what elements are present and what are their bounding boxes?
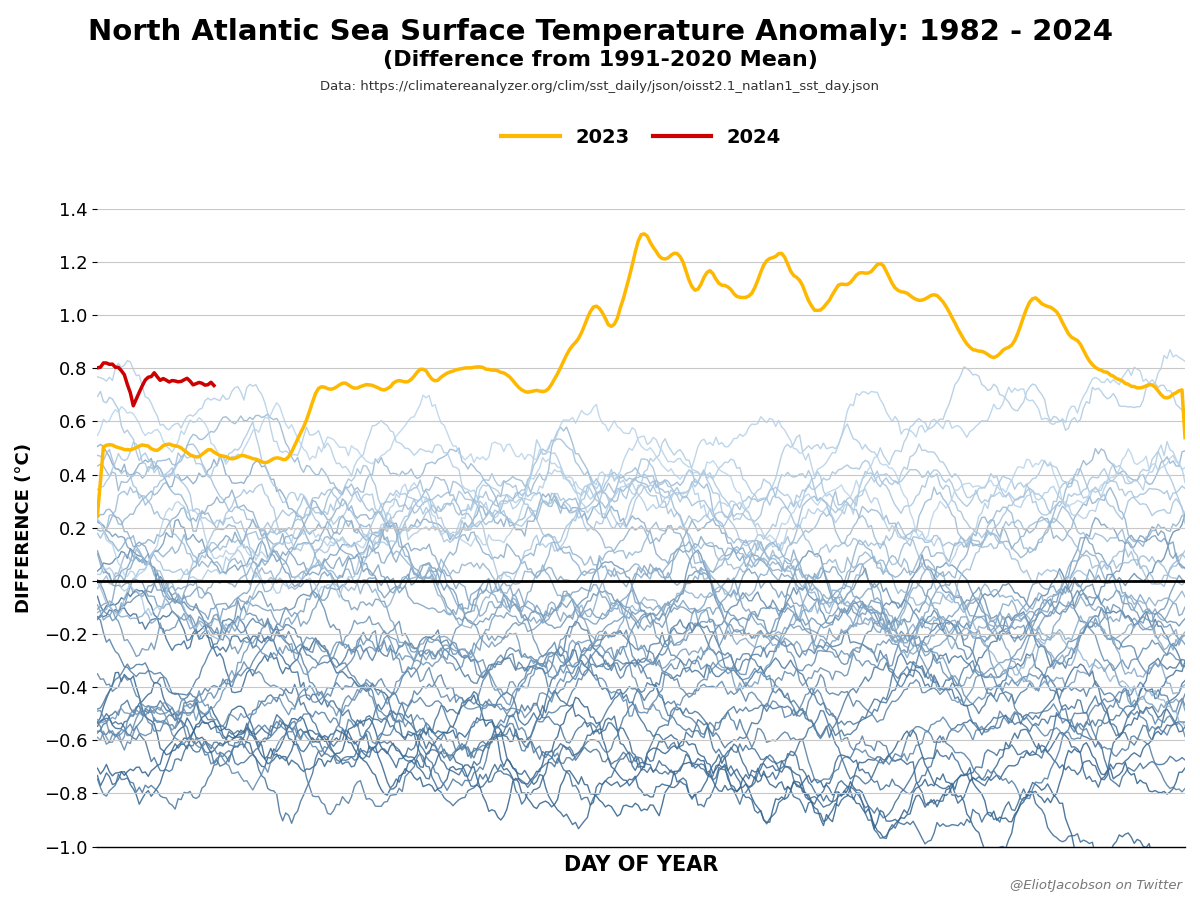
X-axis label: DAY OF YEAR: DAY OF YEAR [564,854,719,874]
Text: (Difference from 1991-2020 Mean): (Difference from 1991-2020 Mean) [383,50,817,70]
Text: North Atlantic Sea Surface Temperature Anomaly: 1982 - 2024: North Atlantic Sea Surface Temperature A… [88,18,1112,46]
Text: @EliotJacobson on Twitter: @EliotJacobson on Twitter [1010,879,1182,892]
Y-axis label: DIFFERENCE (°C): DIFFERENCE (°C) [14,443,32,613]
Text: Data: https://climatereanalyzer.org/clim/sst_daily/json/oisst2.1_natlan1_sst_day: Data: https://climatereanalyzer.org/clim… [320,80,880,93]
Legend: 2023, 2024: 2023, 2024 [493,120,788,154]
